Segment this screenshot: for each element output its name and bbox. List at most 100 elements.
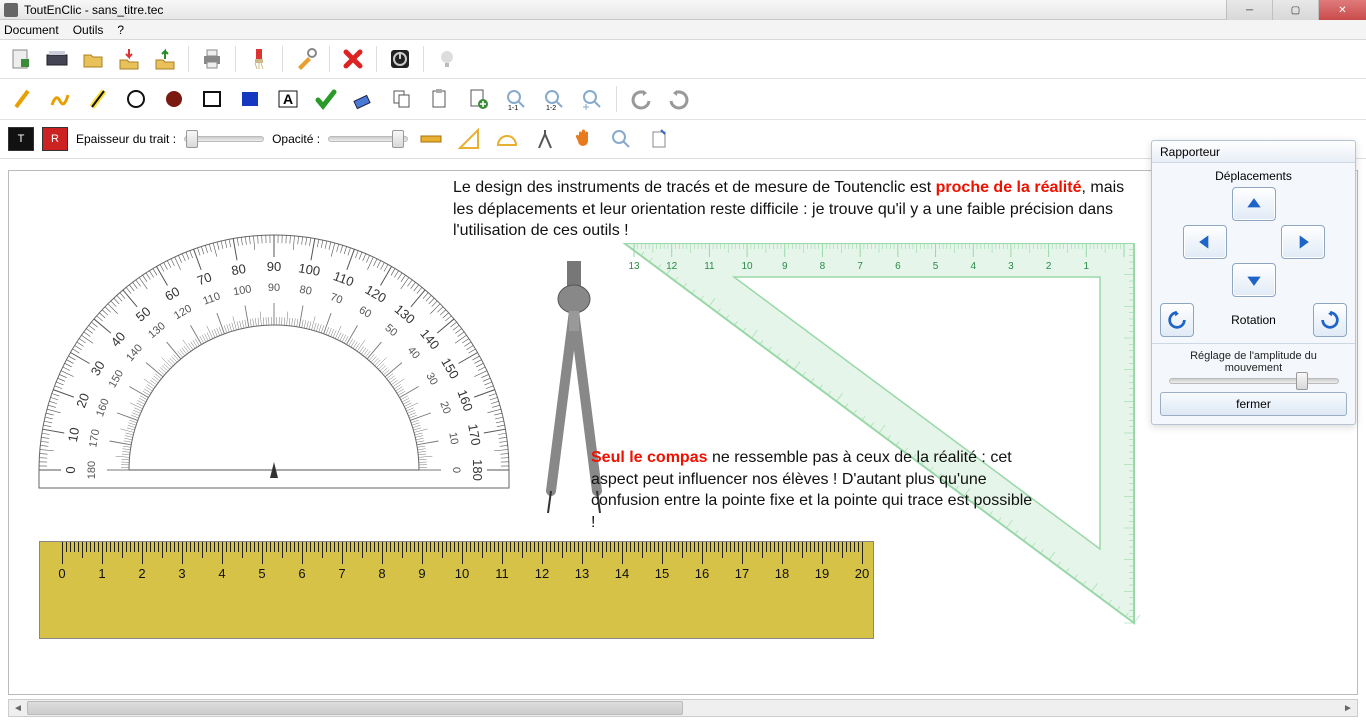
thickness-label: Epaisseur du trait :	[76, 132, 176, 146]
open-button[interactable]	[78, 44, 108, 74]
svg-text:90: 90	[267, 259, 281, 274]
protractor-tool-button[interactable]	[492, 124, 522, 154]
opacity-slider[interactable]	[328, 136, 408, 142]
annotation-text-2: Seul le compas ne ressemble pas à ceux d…	[591, 447, 1041, 533]
close-button[interactable]: ✕	[1318, 0, 1366, 20]
svg-text:10: 10	[446, 431, 460, 445]
zoom-12-button[interactable]: 1-2	[538, 83, 570, 115]
panel-amplitude-label: Réglage de l'amplitude du mouvement	[1160, 350, 1347, 374]
page-button[interactable]	[462, 83, 494, 115]
app-icon	[4, 3, 18, 17]
svg-text:180: 180	[86, 461, 98, 479]
svg-text:8: 8	[820, 261, 826, 272]
amplitude-slider[interactable]	[1169, 378, 1339, 384]
freehand-tool-button[interactable]	[44, 83, 76, 115]
move-down-button[interactable]	[1232, 263, 1276, 297]
scanner-button[interactable]	[42, 44, 72, 74]
magnifier-tool-button[interactable]	[606, 124, 636, 154]
highlighter-button[interactable]	[82, 83, 114, 115]
rect-outline-button[interactable]	[196, 83, 228, 115]
copy-button[interactable]	[386, 83, 418, 115]
move-left-button[interactable]	[1183, 225, 1227, 259]
svg-text:5: 5	[933, 261, 939, 272]
panel-close-button[interactable]: fermer	[1160, 392, 1347, 416]
menu-document[interactable]: Document	[4, 23, 59, 37]
svg-text:A: A	[283, 91, 293, 107]
print-button[interactable]	[197, 44, 227, 74]
panel-moves-label: Déplacements	[1160, 169, 1347, 183]
line-tool-button[interactable]	[6, 83, 38, 115]
svg-text:180: 180	[470, 459, 485, 481]
hand-tool-button[interactable]	[568, 124, 598, 154]
annotation-text-1: Le design des instruments de tracés et d…	[453, 177, 1133, 242]
svg-text:1-2: 1-2	[546, 105, 556, 111]
svg-text:0: 0	[450, 467, 462, 473]
svg-text:11: 11	[704, 261, 715, 272]
svg-text:7: 7	[857, 261, 863, 272]
minimize-button[interactable]: ─	[1226, 0, 1272, 20]
rect-filled-button[interactable]	[234, 83, 266, 115]
svg-text:9: 9	[782, 261, 788, 272]
setsquare-tool-button[interactable]	[454, 124, 484, 154]
svg-text:13: 13	[628, 261, 640, 272]
clipboard-tool-button[interactable]	[644, 124, 674, 154]
scroll-left-button[interactable]: ◄	[9, 700, 27, 716]
paste-button[interactable]	[424, 83, 456, 115]
svg-text:80: 80	[299, 284, 313, 298]
thickness-slider[interactable]	[184, 136, 264, 142]
zoom-fit-button[interactable]	[576, 83, 608, 115]
delete-button[interactable]	[338, 44, 368, 74]
rapporteur-panel[interactable]: Rapporteur Déplacements Rotation Réglage…	[1151, 140, 1356, 425]
svg-text:80: 80	[230, 261, 247, 278]
title-bar: ToutEnClic - sans_titre.tec ─ ▢ ✕	[0, 0, 1366, 20]
svg-text:0: 0	[63, 466, 78, 473]
tools-button[interactable]	[291, 44, 321, 74]
svg-text:10: 10	[65, 426, 82, 443]
maximize-button[interactable]: ▢	[1272, 0, 1318, 20]
move-up-button[interactable]	[1232, 187, 1276, 221]
opacity-label: Opacité :	[272, 132, 320, 146]
save-down-button[interactable]	[114, 44, 144, 74]
panel-rotation-label: Rotation	[1231, 313, 1276, 327]
svg-text:1: 1	[1084, 261, 1090, 272]
color-fill-button[interactable]: R	[42, 127, 68, 151]
new-doc-button[interactable]	[6, 44, 36, 74]
rotate-ccw-button[interactable]	[1160, 303, 1194, 337]
eraser-button[interactable]	[348, 83, 380, 115]
redo-button[interactable]	[663, 83, 695, 115]
dpad	[1179, 187, 1329, 297]
svg-text:1-1: 1-1	[508, 105, 518, 111]
window-title: ToutEnClic - sans_titre.tec	[24, 3, 163, 17]
toolbar-draw: A 1-1 1-2	[0, 79, 1366, 120]
power-button[interactable]	[385, 44, 415, 74]
svg-text:12: 12	[666, 261, 678, 272]
scroll-right-button[interactable]: ►	[1339, 700, 1357, 716]
circle-filled-button[interactable]	[158, 83, 190, 115]
rotate-cw-button[interactable]	[1313, 303, 1347, 337]
svg-text:90: 90	[268, 282, 280, 294]
zoom-11-button[interactable]: 1-1	[500, 83, 532, 115]
protractor-instrument[interactable]: 0102030405060708090100110120130140150160…	[29, 175, 519, 535]
horizontal-scrollbar[interactable]: ◄ ►	[8, 699, 1358, 717]
ruler-tool-button[interactable]	[416, 124, 446, 154]
brush-button[interactable]	[244, 44, 274, 74]
menu-help[interactable]: ?	[117, 23, 124, 37]
undo-button[interactable]	[625, 83, 657, 115]
move-right-button[interactable]	[1281, 225, 1325, 259]
check-button[interactable]	[310, 83, 342, 115]
color-text-button[interactable]: T	[8, 127, 34, 151]
svg-text:2: 2	[1046, 261, 1052, 272]
circle-outline-button[interactable]	[120, 83, 152, 115]
menu-outils[interactable]: Outils	[73, 23, 104, 37]
svg-text:10: 10	[742, 261, 754, 272]
compass-tool-button[interactable]	[530, 124, 560, 154]
svg-text:6: 6	[895, 261, 901, 272]
window-controls: ─ ▢ ✕	[1226, 0, 1366, 20]
toolbar-file	[0, 40, 1366, 79]
ruler-instrument[interactable]: 01234567891011121314151617181920	[39, 541, 874, 639]
text-tool-button[interactable]: A	[272, 83, 304, 115]
panel-title: Rapporteur	[1152, 141, 1355, 163]
save-up-button[interactable]	[150, 44, 180, 74]
svg-text:4: 4	[970, 261, 976, 272]
bulb-button[interactable]	[432, 44, 462, 74]
